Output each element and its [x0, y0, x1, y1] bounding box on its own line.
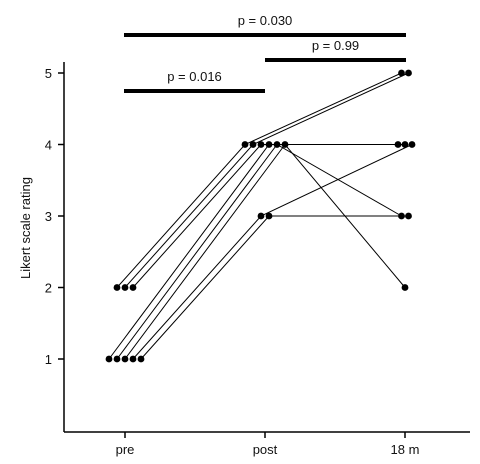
data-point	[281, 141, 289, 148]
data-point	[249, 141, 257, 148]
data-point	[257, 212, 265, 220]
data-point	[273, 141, 281, 148]
data-point	[129, 355, 137, 363]
data-point	[113, 284, 121, 291]
data-point	[401, 284, 409, 291]
data-point	[129, 284, 137, 291]
y-tick-label: 3	[45, 209, 52, 224]
y-tick-label: 1	[45, 352, 52, 367]
y-tick-label: 4	[45, 138, 52, 153]
subject-line	[116, 72, 402, 288]
x-tick-label: post	[253, 442, 278, 457]
subject-line	[124, 72, 409, 288]
significance-label: p = 0.99	[312, 38, 359, 53]
data-point	[398, 212, 405, 220]
data-point	[265, 212, 273, 220]
data-point	[405, 69, 412, 77]
data-point	[401, 141, 409, 148]
significance-label: p = 0.016	[167, 69, 222, 84]
x-ticks: pre post 18 m	[116, 432, 420, 457]
data-point	[265, 141, 273, 148]
data-point	[121, 355, 129, 363]
x-tick-label: pre	[116, 442, 135, 457]
data-points	[105, 69, 416, 363]
y-tick-label: 2	[45, 281, 52, 296]
subject-line	[124, 143, 406, 360]
axes: 1 2 3 4 5 pre post 18 m	[45, 62, 470, 457]
subject-line	[132, 144, 413, 360]
data-point	[105, 355, 113, 363]
y-axis-title: Likert scale rating	[18, 177, 33, 279]
data-point	[257, 141, 265, 148]
data-point	[113, 355, 121, 363]
data-point	[398, 69, 405, 77]
x-tick-label: 18 m	[391, 442, 420, 457]
data-point	[405, 212, 412, 220]
subject-line	[140, 215, 409, 360]
subject-line	[108, 144, 405, 360]
data-point	[241, 141, 249, 148]
data-point	[121, 284, 129, 291]
data-point	[394, 141, 402, 148]
y-ticks: 1 2 3 4 5	[45, 66, 64, 367]
subject-line	[116, 143, 402, 360]
significance-bars: p = 0.030 p = 0.99 p = 0.016	[124, 13, 406, 93]
significance-label: p = 0.030	[238, 13, 293, 28]
data-point	[137, 355, 145, 363]
y-tick-label: 5	[45, 66, 52, 81]
data-point	[408, 141, 416, 148]
